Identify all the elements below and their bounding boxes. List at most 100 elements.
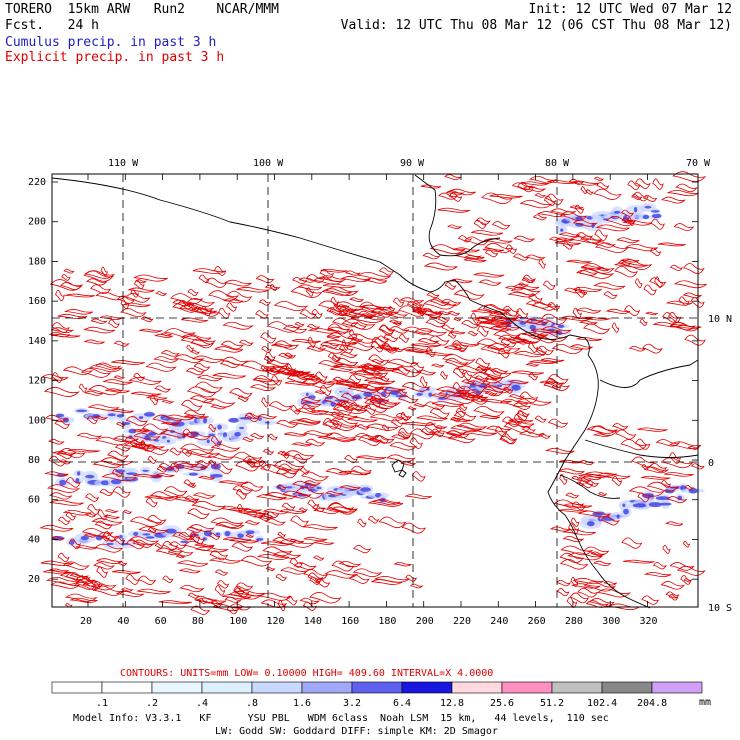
explicit-contour [187,288,199,296]
explicit-contour [232,485,254,495]
cumulus-core [216,441,221,445]
cumulus-core [145,536,155,539]
explicit-contour [490,367,509,375]
explicit-contour [414,327,448,337]
explicit-contour [518,431,544,438]
explicit-contour [482,248,505,252]
explicit-contour [326,332,356,344]
explicit-contour [279,567,309,575]
explicit-contour [632,191,649,202]
explicit-contour [449,192,463,202]
explicit-contour [257,553,290,561]
legend-tick-label: 6.4 [393,698,411,709]
cumulus-core [557,324,565,328]
explicit-contour [335,413,358,419]
explicit-contour [452,382,466,394]
explicit-contour [244,520,261,526]
explicit-contour [282,324,308,334]
explicit-contour [289,558,304,568]
explicit-contour [397,431,411,440]
explicit-contour [160,350,180,357]
explicit-contour [407,406,417,411]
explicit-contour [426,292,440,299]
explicit-contour [112,570,141,575]
explicit-contour [159,430,190,438]
explicit-contour [180,443,215,456]
x-tick-label: 300 [602,616,620,627]
explicit-contour [150,491,180,501]
explicit-contour [367,381,389,385]
cumulus-core [133,531,139,537]
explicit-contour [78,383,88,393]
explicit-contour [402,421,436,426]
legend-tick-label: 25.6 [490,698,514,709]
cumulus-core [202,537,207,541]
explicit-contour [198,274,211,284]
explicit-contour [228,507,262,512]
explicit-contour [554,240,582,246]
cumulus-core [100,480,110,486]
explicit-contour [683,263,705,274]
explicit-contour [284,432,307,437]
explicit-contour [186,344,194,352]
explicit-contour [412,300,425,309]
explicit-contour [57,516,71,525]
explicit-contour [411,471,426,482]
explicit-contour [335,401,370,410]
explicit-contour [242,436,255,442]
explicit-contour [513,235,536,243]
explicit-contour [482,378,512,390]
explicit-contour [113,375,126,380]
legend-swatch [251,681,303,694]
cumulus-core [426,387,430,391]
explicit-contour [214,569,229,576]
explicit-contour [545,377,564,388]
explicit-contour [477,316,511,321]
explicit-contour [444,282,457,290]
cumulus-core [688,487,698,494]
legend-tick-label: 1.6 [293,698,311,709]
explicit-contour [511,370,545,375]
explicit-contour [401,382,431,392]
explicit-contour [576,337,603,342]
explicit-contour [57,552,70,563]
explicit-contour [266,359,290,367]
explicit-contour [352,369,384,380]
explicit-contour [250,433,265,440]
explicit-contour [482,304,510,315]
explicit-contour [210,444,241,452]
explicit-contour [540,358,565,363]
explicit-contour [570,583,601,589]
legend-tick-label: 12.8 [440,698,464,709]
explicit-contour [190,605,211,615]
x-tick-label: 220 [453,616,471,627]
x-tick-label: 160 [341,616,359,627]
explicit-contour [186,386,218,398]
explicit-contour [512,402,532,410]
legend-swatch [501,681,553,694]
explicit-contour [635,438,651,450]
explicit-contour [303,569,329,581]
y-tick-label: 180 [28,256,46,267]
explicit-contour [378,324,395,337]
explicit-contour [371,579,403,585]
explicit-contour [220,340,245,350]
explicit-contour [624,244,658,252]
precip-field [39,171,707,615]
explicit-contour [149,394,159,406]
explicit-contour [51,536,66,541]
explicit-contour [63,268,75,274]
explicit-contour [223,537,252,542]
cumulus-core [360,487,371,492]
explicit-contour [290,405,301,415]
cumulus-core [116,414,125,418]
explicit-contour [560,545,594,556]
explicit-contour [214,265,227,276]
explicit-contour [471,230,504,236]
explicit-contour [167,548,194,557]
explicit-contour [522,185,547,192]
explicit-contour [211,604,242,611]
explicit-contour [55,289,65,302]
x-tick-label: 60 [155,616,167,627]
explicit-contour [436,310,452,316]
